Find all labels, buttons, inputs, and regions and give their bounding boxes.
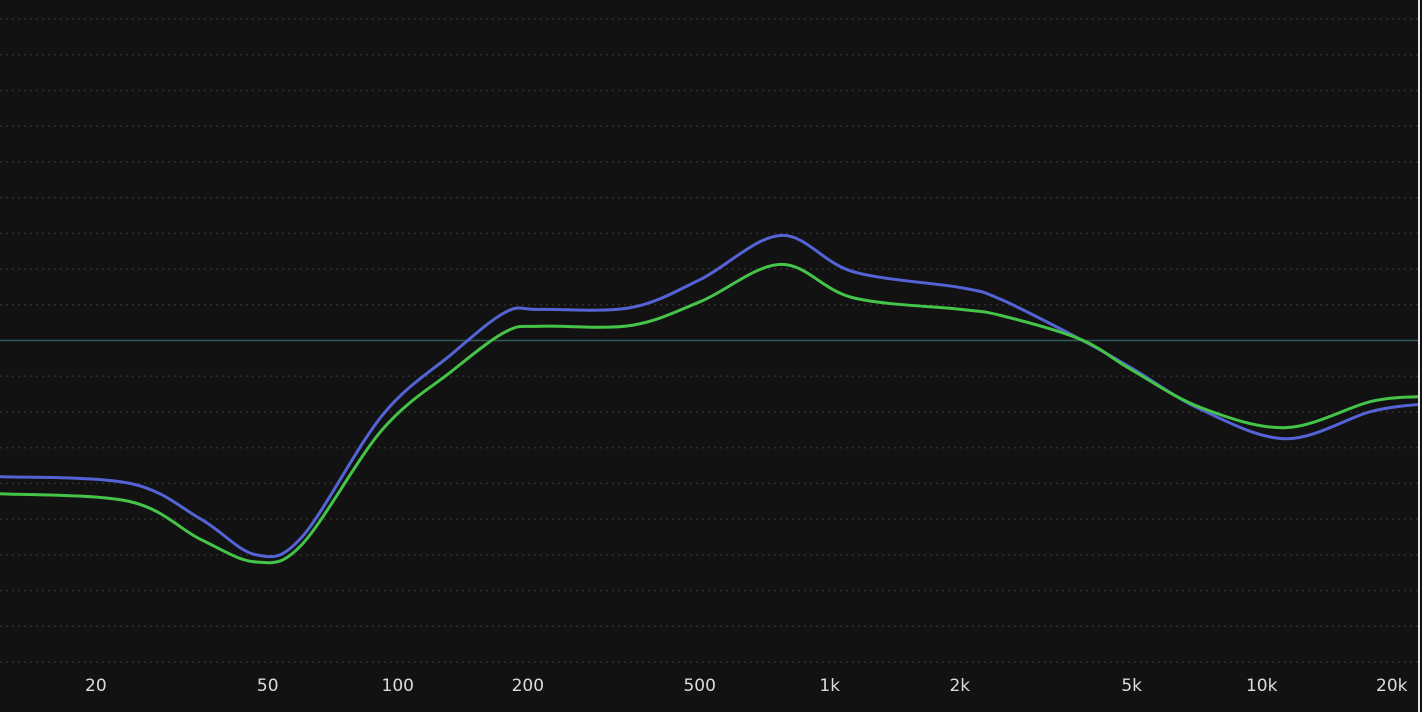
- x-tick-label: 500: [683, 676, 715, 696]
- x-tick-label: 100: [382, 676, 414, 696]
- x-tick-label: 2k: [949, 676, 970, 696]
- x-tick-label: 50: [257, 676, 279, 696]
- x-tick-label: 20k: [1376, 676, 1408, 696]
- x-tick-label: 5k: [1121, 676, 1142, 696]
- x-tick-label: 1k: [819, 676, 840, 696]
- x-tick-label: 20: [85, 676, 107, 696]
- x-tick-label: 200: [512, 676, 544, 696]
- x-tick-label: 10k: [1246, 676, 1278, 696]
- response-curve: [0, 262, 1419, 565]
